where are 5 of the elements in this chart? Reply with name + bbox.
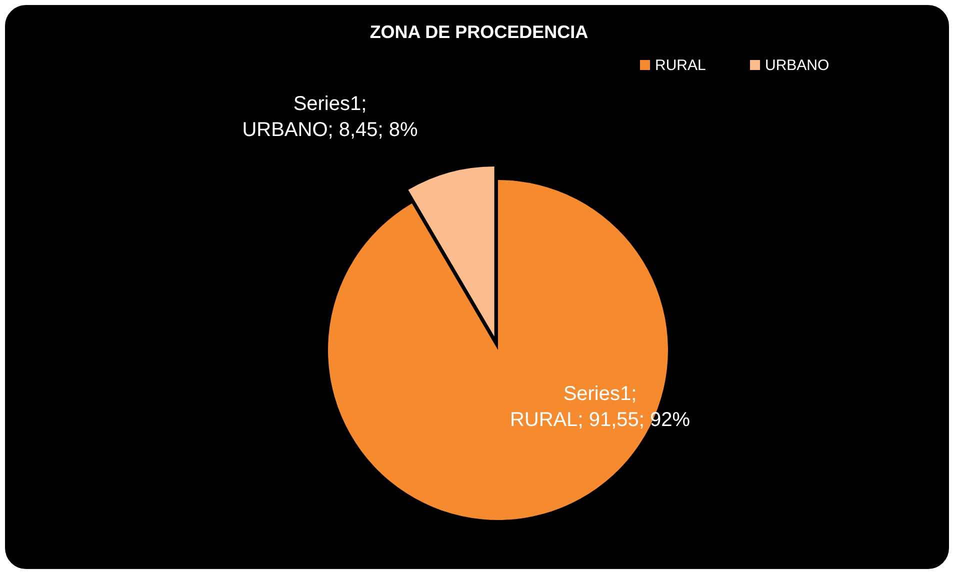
legend-label: URBANO bbox=[765, 57, 830, 74]
data-label: Series1; URBANO; 8,45; 8% bbox=[242, 93, 418, 141]
legend-label: RURAL bbox=[655, 57, 706, 74]
data-label: Series1; RURAL; 91,55; 92% bbox=[510, 383, 690, 431]
chart-title: ZONA DE PROCEDENCIA bbox=[370, 22, 588, 42]
